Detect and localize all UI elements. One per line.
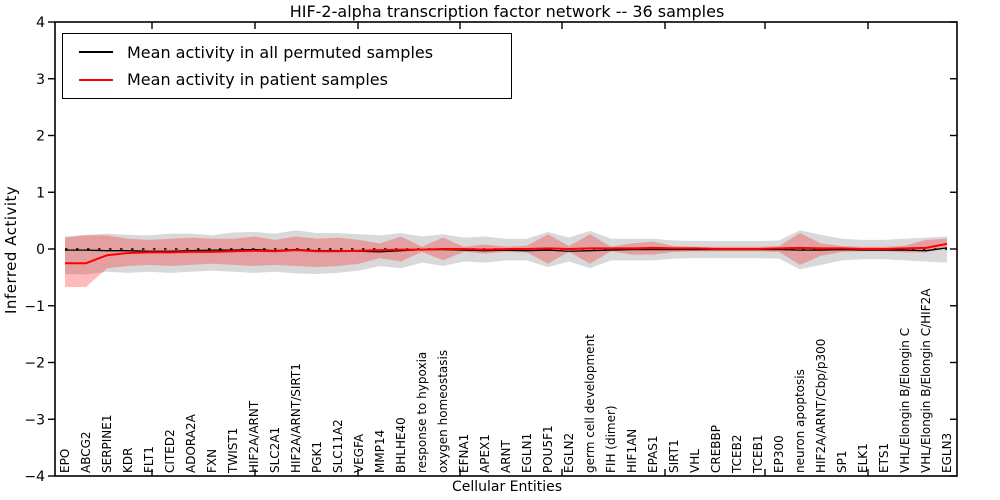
x-category-label: VEGFA [352,433,366,473]
x-category-label: TWIST1 [226,428,240,474]
legend-line-sample-patient [79,78,113,81]
x-category-label: response to hypoxia [415,352,429,473]
x-category-label: ARNT [499,439,513,473]
x-category-label: KDR [121,448,135,473]
x-category-label: neuron apoptosis [793,369,807,473]
series-line-patient [65,242,948,265]
x-category-label: HIF1AN [625,429,639,473]
x-category-label: CITED2 [163,429,177,473]
x-category-label: HIF2A/ARNT/SIRT1 [289,363,303,473]
legend-line-sample-permuted [79,51,113,54]
x-category-label: HIF2A/ARNT [247,400,261,473]
legend-entry-permuted: Mean activity in all permuted samples [63,43,511,62]
x-category-label: EFNA1 [457,434,471,473]
x-category-label: MMP14 [373,430,387,473]
chart-title: HIF-2-alpha transcription factor network… [289,2,725,21]
x-category-label: FLT1 [142,446,156,473]
series-line-permuted [65,247,948,253]
x-category-label: FIH (dimer) [604,405,618,473]
x-category-label: SLC2A1 [268,427,282,473]
y-tick-label: −3 [24,412,45,428]
x-category-label: germ cell development [583,334,597,473]
x-category-label: HIF2A/ARNT/Cbp/p300 [814,339,828,473]
y-tick-label: −2 [24,356,45,372]
x-category-label: EGLN1 [520,433,534,473]
band-patient-range [65,233,947,288]
x-category-label: SP1 [835,451,849,474]
y-tick-label: 1 [36,185,45,201]
x-axis-label: Cellular Entities [451,479,563,495]
x-category-label: APEX1 [478,434,492,473]
legend-label-permuted: Mean activity in all permuted samples [127,42,434,62]
x-category-label: BHLHE40 [394,417,408,473]
y-tick-label: 3 [36,72,45,88]
x-category-label: CREBBP [709,425,723,473]
x-category-label: SERPINE1 [100,414,114,473]
x-category-label: VHL [688,449,702,473]
x-category-label: EGLN2 [562,433,576,473]
x-category-label: EGLN3 [940,433,954,473]
band-permuted-range [65,230,947,275]
y-tick-label: 4 [36,15,45,31]
y-tick-label: −4 [24,469,45,485]
legend-entry-patient: Mean activity in patient samples [63,70,511,89]
x-category-label: EPO [58,449,72,473]
x-category-label: SLC11A2 [331,419,345,473]
x-category-label: ELK1 [856,443,870,473]
x-category-label: FXN [205,449,219,473]
legend: Mean activity in all permuted samples Me… [62,33,512,99]
y-tick-label: 0 [36,242,45,258]
x-category-label: POU5F1 [541,425,555,473]
x-category-label: EP300 [772,435,786,473]
x-category-label: ABCG2 [79,431,93,473]
y-axis-label: Inferred Activity [2,185,20,315]
legend-label-patient: Mean activity in patient samples [127,70,388,90]
x-category-label: SIRT1 [667,439,681,473]
y-tick-label: −1 [24,299,45,315]
x-category-label: ADORA2A [184,413,198,473]
x-category-label: VHL/Elongin B/Elongin C [898,328,912,473]
x-category-label: EPAS1 [646,435,660,473]
x-category-label: ETS1 [877,443,891,473]
x-category-label: PGK1 [310,441,324,473]
x-category-label: VHL/Elongin B/Elongin C/HIF2A [919,288,933,473]
y-tick-label: 2 [36,129,45,145]
x-category-label: TCEB1 [751,435,765,474]
x-category-label: oxygen homeostasis [436,350,450,473]
x-category-label: TCEB2 [730,435,744,474]
